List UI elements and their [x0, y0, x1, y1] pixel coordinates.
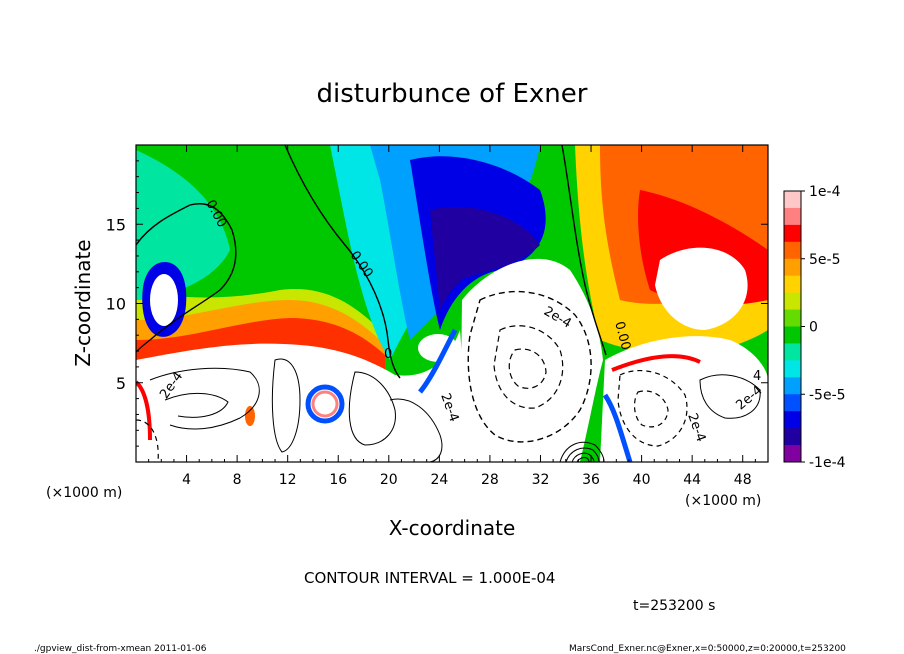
x-tick-label: 24: [430, 472, 448, 488]
colorbar-swatch: [784, 241, 801, 260]
x-tick-label: 12: [279, 472, 297, 488]
field-band-purple: [430, 206, 540, 310]
contour-cluster-1: [559, 441, 605, 462]
colorbar-swatch: [784, 292, 801, 311]
colorbar-tick-label: 0: [809, 320, 818, 336]
contour-dash-4: [617, 370, 688, 447]
contour-dash-3: [508, 348, 547, 389]
contour-zero-main: [284, 145, 401, 379]
y-tick-label: 10: [106, 295, 126, 314]
y-tick-label: 5: [116, 374, 126, 393]
colorbar: 1e-4 5e-5 0 -5e-5 -1e-4: [783, 184, 846, 471]
contour-label: 0.00: [611, 320, 633, 352]
x-tick-label: 4: [182, 472, 191, 488]
contour-solid-5: [389, 398, 443, 462]
colorbar-swatch: [784, 377, 801, 395]
contour-zero-left: [136, 203, 237, 353]
colorbar-swatch: [784, 224, 801, 243]
x-tick-label: 48: [734, 472, 752, 488]
x-axis: 4 8 12 16 20 24 28 32 36 40 44 48: [148, 145, 756, 488]
field-region-white-low-left: [136, 330, 470, 462]
colorbar-tick-label: -1e-4: [809, 455, 846, 471]
x-tick-label: 28: [481, 472, 499, 488]
x-tick-label: 40: [633, 472, 651, 488]
y-axis-label: Z-coordinate: [71, 239, 95, 366]
x-unit-label-left: (×1000 m): [46, 485, 122, 501]
field-rim-right-red: [611, 354, 701, 372]
contour-label: 0: [384, 347, 392, 362]
contour-dash-6: [136, 419, 159, 462]
contour-label: 4: [753, 369, 761, 384]
plot-area: [136, 145, 768, 462]
contour-cluster-3: [571, 452, 595, 462]
footer-left-text: ./gpview_dist-from-xmean 2011-01-06: [34, 644, 207, 654]
field-small-blob-red: [245, 406, 255, 426]
field-ring-16-inner: [311, 390, 339, 418]
contour-dash-1: [467, 290, 592, 443]
contour-interval-text: CONTOUR INTERVAL = 1.000E-04: [304, 569, 555, 587]
field-ring-16: [305, 384, 345, 424]
contour-zero-right: [561, 145, 607, 356]
colorbar-swatch: [784, 207, 801, 226]
field-region-white-left-blob: [150, 274, 178, 326]
colorbar-tick-label: 1e-4: [809, 184, 841, 200]
x-tick-label: 16: [329, 472, 347, 488]
time-text: t=253200 s: [633, 598, 715, 614]
field-rim-right: [602, 393, 633, 462]
y-tick-label: 15: [106, 215, 126, 234]
field-region-white-right: [600, 336, 768, 462]
contour-solid-1: [149, 367, 260, 430]
colorbar-swatch: [784, 309, 801, 327]
colorbar-swatch: [784, 360, 801, 378]
x-tick-label: 32: [532, 472, 550, 488]
field-region-white-center: [460, 258, 603, 462]
colorbar-swatch: [784, 191, 801, 209]
x-tick-label: 36: [582, 472, 600, 488]
contour-solid-6: [699, 374, 761, 419]
y-axis: 5 10 15: [106, 160, 768, 447]
contour-solid-3: [271, 358, 301, 453]
colorbar-tick-label: 5e-5: [809, 252, 840, 268]
x-tick-label: 8: [233, 472, 242, 488]
field-rim-left: [136, 380, 152, 441]
footer-right-text: MarsCond_Exner.nc@Exner,x=0:50000,z=0:20…: [569, 644, 846, 654]
x-axis-label: X-coordinate: [389, 516, 516, 540]
colorbar-tick-label: -5e-5: [809, 387, 846, 403]
colorbar-swatch: [784, 394, 801, 412]
chart-title: disturbunce of Exner: [317, 79, 588, 109]
field-region-white-upper-right: [655, 247, 748, 330]
contour-solid-2: [164, 392, 229, 418]
contour-dash-5: [633, 390, 669, 428]
colorbar-swatch: [784, 275, 801, 294]
colorbar-swatch: [784, 343, 801, 361]
field-rim-center: [418, 328, 458, 394]
contour-solid-4: [348, 371, 396, 446]
contour-cluster-2: [565, 447, 600, 462]
colorbar-swatch: [784, 326, 801, 344]
colorbar-swatch: [784, 258, 801, 277]
colorbar-swatch: [784, 411, 801, 429]
x-tick-label: 20: [380, 472, 398, 488]
contour-cluster-4: [576, 457, 590, 462]
colorbar-swatch: [784, 428, 801, 446]
x-unit-label-right: (×1000 m): [685, 493, 761, 509]
colorbar-swatch: [784, 445, 801, 463]
contour-dash-2: [493, 325, 564, 409]
field-band-cyan-left: [136, 150, 230, 300]
x-tick-label: 44: [683, 472, 701, 488]
